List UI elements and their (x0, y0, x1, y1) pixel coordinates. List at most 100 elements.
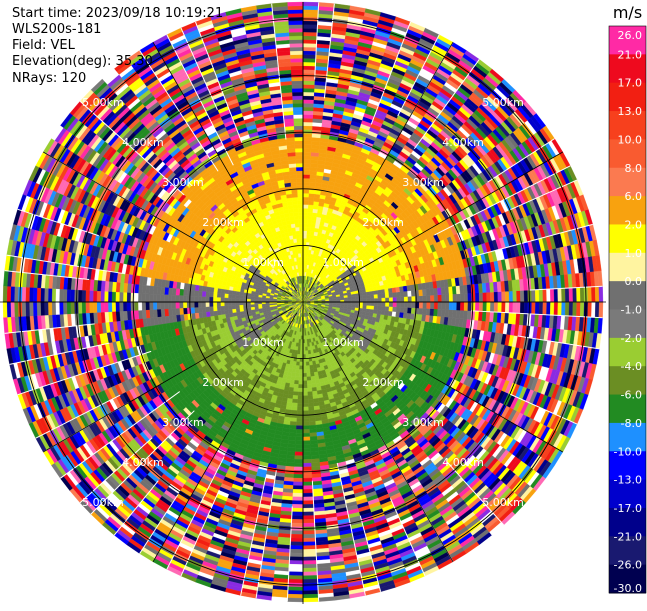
velocity-cell (303, 231, 307, 235)
velocity-cell (251, 299, 255, 302)
velocity-cell (52, 302, 56, 315)
velocity-cell (479, 293, 483, 302)
velocity-cell (303, 55, 316, 59)
velocity-cell (123, 302, 127, 311)
velocity-cell (172, 302, 176, 309)
velocity-cell (251, 297, 255, 300)
velocity-cell (419, 296, 423, 302)
velocity-cell (550, 289, 554, 302)
velocity-cell (297, 182, 303, 186)
velocity-cell (303, 156, 311, 160)
velocity-cell (194, 302, 198, 308)
velocity-cell (367, 298, 371, 302)
velocity-cell (71, 290, 75, 302)
velocity-cell (289, 28, 303, 32)
velocity-cell (290, 216, 295, 220)
velocity-cell (112, 302, 116, 312)
velocity-cell (172, 288, 176, 295)
velocity-cell (303, 2, 319, 6)
velocity-cell (303, 81, 315, 85)
velocity-cell (209, 307, 213, 312)
velocity-cell (240, 292, 244, 296)
velocity-cell (7, 302, 11, 318)
velocity-cell (82, 302, 86, 314)
velocity-cell (288, 13, 303, 17)
velocity-cell (108, 302, 112, 312)
velocity-cell (303, 10, 318, 14)
velocity-cell (224, 302, 228, 306)
velocity-cell (41, 302, 45, 316)
velocity-cell (300, 250, 303, 254)
velocity-cell (48, 289, 52, 302)
velocity-cell (289, 163, 296, 167)
velocity-cell (305, 261, 307, 265)
velocity-cell (119, 302, 123, 312)
velocity-cell (430, 295, 434, 302)
velocity-cell (303, 212, 308, 216)
velocity-cell (289, 43, 303, 47)
velocity-cell (308, 205, 313, 209)
velocity-cell (116, 292, 120, 302)
velocity-cell (303, 51, 316, 55)
velocity-cell (108, 292, 112, 302)
velocity-cell (288, 25, 303, 29)
velocity-cell (569, 288, 573, 302)
velocity-cell (183, 296, 187, 302)
velocity-cell (213, 307, 217, 312)
velocity-cell (239, 299, 243, 302)
velocity-cell (296, 171, 303, 175)
velocity-cell (303, 145, 311, 149)
velocity-cell (217, 289, 221, 294)
velocity-cell (217, 297, 221, 302)
velocity-cell (310, 227, 314, 231)
velocity-cell (236, 302, 240, 306)
velocity-cell (303, 220, 307, 224)
velocity-cell (290, 220, 295, 224)
velocity-cell (236, 295, 240, 299)
velocity-cell (82, 290, 86, 302)
velocity-cell (303, 160, 310, 164)
velocity-cell (262, 298, 266, 300)
velocity-cell (293, 107, 303, 111)
velocity-cell (93, 291, 97, 302)
velocity-cell (291, 227, 295, 231)
velocity-cell (378, 298, 382, 302)
velocity-cell (179, 289, 183, 296)
velocity-cell (310, 160, 318, 164)
velocity-cell (172, 295, 176, 302)
velocity-cell (221, 289, 225, 294)
velocity-cell (209, 292, 213, 297)
velocity-cell (44, 288, 48, 302)
velocity-cell (56, 302, 60, 315)
velocity-cell (303, 141, 311, 145)
velocity-cell (382, 298, 386, 302)
velocity-cell (258, 297, 262, 300)
velocity-cell (295, 223, 299, 227)
velocity-cell (404, 291, 408, 297)
velocity-cell (580, 287, 584, 302)
velocity-cell (309, 193, 315, 197)
velocity-cell (377, 290, 381, 294)
velocity-cell (307, 220, 312, 224)
velocity-cell (112, 292, 116, 302)
velocity-cell (307, 231, 311, 235)
velocity-cell (412, 296, 416, 302)
velocity-cell (101, 302, 105, 313)
velocity-cell (217, 306, 221, 311)
velocity-cell (543, 289, 547, 302)
velocity-cell (505, 291, 509, 302)
velocity-cell (288, 6, 304, 10)
velocity-cell (385, 297, 389, 302)
velocity-cell (303, 197, 309, 201)
velocity-cell (296, 231, 300, 235)
velocity-cell (373, 290, 377, 294)
velocity-cell (251, 302, 255, 305)
velocity-cell (299, 227, 303, 231)
velocity-cell (291, 66, 303, 70)
velocity-cell (312, 216, 317, 220)
velocity-cell (194, 296, 198, 302)
velocity-cell (206, 292, 210, 297)
velocity-cell (303, 190, 309, 194)
velocity-cell (378, 294, 382, 298)
velocity-cell (453, 294, 457, 302)
